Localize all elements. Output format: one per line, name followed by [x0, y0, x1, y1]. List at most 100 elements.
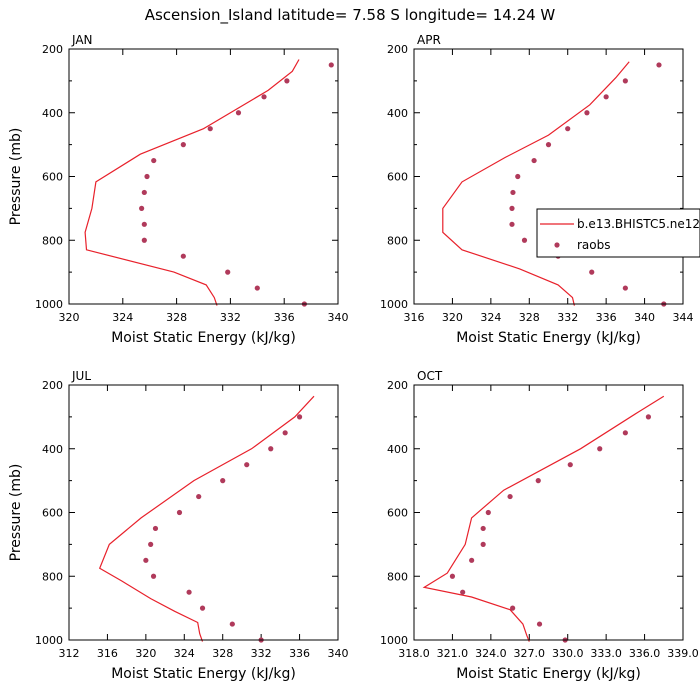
- data-point: [510, 189, 516, 196]
- y-axis-title: Pressure (mb): [8, 128, 24, 226]
- data-point: [180, 253, 186, 259]
- x-tick-label: 320: [442, 311, 463, 324]
- y-tick-label: 1000: [35, 298, 63, 311]
- x-tick-label: 336: [289, 647, 310, 660]
- y-tick-label: 800: [42, 570, 63, 583]
- data-point: [284, 78, 290, 84]
- y-tick-label: 1000: [380, 298, 408, 311]
- data-point: [531, 157, 537, 164]
- y-tick-label: 1000: [35, 634, 63, 647]
- data-point: [509, 221, 515, 227]
- y-tick-label: 200: [42, 379, 63, 392]
- x-axis-title: Moist Static Energy (kJ/kg): [111, 330, 296, 346]
- y-tick-label: 600: [42, 507, 63, 520]
- x-tick-label: 327.0: [514, 647, 546, 660]
- data-point: [229, 621, 235, 627]
- x-tick-label: 324: [112, 311, 133, 324]
- x-tick-label: 316: [97, 647, 118, 660]
- data-point: [645, 414, 652, 420]
- series-line: [98, 395, 315, 642]
- x-axis-title: Moist Static Energy (kJ/kg): [456, 666, 641, 682]
- data-point: [139, 205, 145, 211]
- x-tick-label: 336: [274, 311, 295, 324]
- y-tick-label: 200: [387, 379, 408, 392]
- y-tick-label: 800: [42, 234, 63, 247]
- data-point: [622, 430, 628, 436]
- x-tick-label: 344: [673, 311, 694, 324]
- chart-panel-jan: 320 324 328 332 336 340 200 400 600 800 1000 JAN Moi…: [8, 33, 349, 346]
- data-point: [521, 237, 528, 243]
- legend-label-model: b.e13.BHISTC5.ne12: [577, 217, 700, 231]
- legend-box: [536, 208, 700, 258]
- data-point: [480, 541, 486, 547]
- data-point: [225, 269, 231, 275]
- x-tick-label: 324: [174, 647, 195, 660]
- y-tick-label: 400: [42, 443, 63, 456]
- x-axis-title: Moist Static Energy (kJ/kg): [111, 666, 296, 682]
- data-point: [196, 493, 202, 500]
- data-point: [220, 478, 226, 484]
- x-tick-label: 340: [328, 311, 349, 324]
- data-point: [143, 557, 149, 563]
- x-tick-label: 333.0: [590, 647, 622, 660]
- data-point: [141, 221, 147, 227]
- plot-frame: [68, 384, 339, 641]
- data-point: [150, 573, 157, 579]
- x-tick-label: 340: [328, 647, 349, 660]
- data-point: [603, 94, 609, 100]
- series-line: [442, 61, 630, 306]
- y-tick-label: 800: [387, 234, 408, 247]
- data-point: [151, 157, 157, 164]
- data-point: [296, 414, 303, 420]
- data-point: [141, 237, 147, 243]
- y-tick-label: 400: [387, 107, 408, 120]
- data-point: [507, 493, 513, 500]
- x-tick-label: 321.0: [437, 647, 469, 660]
- data-point: [515, 173, 521, 180]
- legend-marker-swatch: [554, 242, 560, 248]
- chart-panel-apr: 316 320 324 328 332 336 340 344 200 400 600 800 1000…: [380, 33, 694, 346]
- y-tick-label: 200: [387, 43, 408, 56]
- data-point: [622, 285, 628, 291]
- chart-panel-oct: 318.0 321.0 324.0 327.0 330.0 333.0 336.0 339.0…: [380, 369, 699, 682]
- y-tick-label: 400: [387, 443, 408, 456]
- panel-label: JUL: [71, 369, 91, 383]
- data-point: [480, 525, 486, 532]
- y-tick-label: 600: [387, 507, 408, 520]
- chart-panel-jul: 312 316 320 324 328 332 336 340 200 400 600 800 1000…: [8, 369, 349, 682]
- y-tick-label: 800: [387, 570, 408, 583]
- x-tick-label: 332: [220, 311, 241, 324]
- data-point: [510, 605, 516, 611]
- y-tick-label: 1000: [380, 634, 408, 647]
- data-point: [584, 110, 590, 116]
- series-line: [84, 59, 300, 306]
- data-point: [469, 557, 475, 563]
- y-axis-title: Pressure (mb): [8, 464, 24, 562]
- data-point: [282, 430, 288, 436]
- x-tick-label: 312: [59, 647, 80, 660]
- plot-frame: [413, 48, 684, 305]
- x-tick-label: 336: [596, 311, 617, 324]
- y-tick-label: 400: [42, 107, 63, 120]
- data-point: [460, 589, 466, 595]
- panel-label: JAN: [71, 33, 93, 47]
- data-point: [148, 541, 154, 547]
- data-point: [261, 94, 267, 100]
- x-tick-label: 320: [59, 311, 80, 324]
- panels: 320 324 328 332 336 340 200 400 600 800 1000 JAN Moi…: [8, 33, 699, 682]
- plot-frame: [68, 48, 339, 305]
- x-tick-label: 330.0: [552, 647, 584, 660]
- y-tick-label: 600: [42, 171, 63, 184]
- data-point: [449, 573, 456, 579]
- x-tick-label: 320: [135, 647, 156, 660]
- data-point: [254, 285, 260, 291]
- x-tick-label: 318.0: [398, 647, 430, 660]
- data-point: [589, 269, 595, 275]
- data-point: [199, 605, 206, 611]
- panel-label: OCT: [417, 369, 443, 383]
- panel-label: APR: [417, 33, 441, 47]
- data-point: [328, 62, 334, 68]
- data-point: [545, 142, 552, 148]
- x-tick-label: 332: [251, 647, 272, 660]
